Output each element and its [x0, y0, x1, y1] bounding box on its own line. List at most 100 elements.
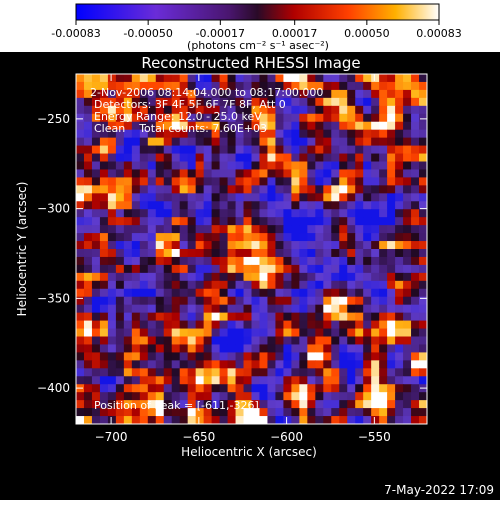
- heatmap-cell: [99, 97, 109, 107]
- heatmap-cell: [299, 121, 308, 131]
- heatmap-cell: [179, 384, 189, 393]
- heatmap-cell: [363, 400, 372, 409]
- heatmap-cell: [355, 304, 364, 314]
- heatmap-cell: [307, 320, 316, 330]
- heatmap-cell: [387, 241, 396, 250]
- heatmap-cell: [107, 280, 117, 290]
- heatmap-cell: [171, 249, 181, 258]
- heatmap-cell: [339, 233, 348, 242]
- heatmap-cell: [139, 392, 149, 401]
- heatmap-cell: [179, 400, 189, 409]
- heatmap-cell: [267, 177, 277, 186]
- heatmap-cell: [99, 177, 109, 186]
- heatmap-cell: [163, 225, 173, 234]
- heatmap-cell: [123, 408, 133, 417]
- heatmap-cell: [91, 217, 101, 226]
- heatmap-cell: [371, 376, 380, 385]
- heatmap-cell: [307, 81, 316, 91]
- heatmap-cell: [339, 280, 348, 290]
- heatmap-cell: [283, 121, 292, 131]
- heatmap-cell: [195, 408, 205, 417]
- heatmap-cell: [379, 145, 388, 155]
- heatmap-cell: [123, 360, 133, 369]
- heatmap-cell: [139, 400, 149, 409]
- heatmap-cell: [235, 105, 245, 115]
- heatmap-cell: [395, 312, 404, 322]
- heatmap-cell: [171, 312, 181, 322]
- heatmap-cell: [163, 97, 173, 107]
- heatmap-cell: [123, 209, 133, 218]
- heatmap-cell: [291, 408, 300, 417]
- heatmap-cell: [331, 105, 340, 115]
- heatmap-cell: [251, 113, 261, 123]
- heatmap-cell: [291, 193, 300, 202]
- heatmap-cell: [179, 74, 189, 83]
- heatmap-cell: [163, 193, 173, 202]
- heatmap-cell: [299, 217, 308, 226]
- heatmap-cell: [115, 376, 125, 385]
- heatmap-cell: [251, 121, 261, 131]
- heatmap-cell: [155, 193, 165, 202]
- heatmap-cell: [371, 209, 380, 218]
- heatmap-cell: [411, 201, 420, 210]
- heatmap-cell: [147, 312, 157, 322]
- heatmap-cell: [83, 145, 93, 155]
- heatmap-cell: [115, 280, 125, 290]
- heatmap-cell: [99, 74, 109, 83]
- heatmap-cell: [387, 97, 396, 107]
- heatmap-cell: [411, 177, 420, 186]
- heatmap-cell: [91, 280, 101, 290]
- heatmap-cell: [363, 241, 372, 250]
- heatmap-cell: [259, 233, 269, 242]
- heatmap-cell: [115, 97, 125, 107]
- heatmap-cell: [307, 392, 316, 401]
- heatmap-cell: [355, 81, 364, 91]
- heatmap-cell: [91, 209, 101, 218]
- heatmap-cell: [259, 368, 269, 377]
- heatmap-cell: [315, 201, 324, 210]
- heatmap-cell: [219, 312, 229, 322]
- heatmap-cell: [275, 320, 285, 330]
- heatmap-cell: [219, 201, 229, 210]
- heatmap-cell: [187, 320, 197, 330]
- heatmap-cell: [259, 272, 269, 282]
- heatmap-cell: [355, 113, 364, 123]
- heatmap-cell: [371, 328, 380, 338]
- heatmap-cell: [147, 209, 157, 218]
- heatmap-cell: [171, 360, 181, 369]
- heatmap-cell: [83, 328, 93, 338]
- heatmap-cell: [91, 328, 101, 338]
- heatmap-cell: [123, 81, 133, 91]
- heatmap-cell: [259, 105, 269, 115]
- heatmap-cell: [307, 153, 316, 163]
- heatmap-cell: [347, 352, 356, 361]
- heatmap-cell: [403, 121, 412, 131]
- heatmap-cell: [147, 400, 157, 409]
- heatmap-cell: [379, 328, 388, 338]
- heatmap-cell: [219, 74, 229, 83]
- heatmap-cell: [131, 312, 141, 322]
- heatmap-cell: [379, 161, 388, 171]
- heatmap-cell: [203, 280, 213, 290]
- heatmap-cell: [267, 368, 277, 377]
- heatmap-cell: [131, 288, 141, 298]
- heatmap-cell: [363, 113, 372, 123]
- heatmap-cell: [251, 312, 261, 322]
- heatmap-cell: [155, 121, 165, 131]
- heatmap-cell: [331, 217, 340, 226]
- heatmap-cell: [291, 105, 300, 115]
- heatmap-cell: [171, 256, 181, 266]
- heatmap-cell: [139, 225, 149, 234]
- heatmap-cell: [387, 352, 396, 361]
- heatmap-cell: [371, 352, 380, 361]
- heatmap-cell: [139, 74, 149, 83]
- heatmap-cell: [147, 97, 157, 107]
- heatmap-cell: [411, 256, 420, 266]
- heatmap-cell: [403, 384, 412, 393]
- heatmap-cell: [91, 241, 101, 250]
- heatmap-cell: [379, 336, 388, 346]
- heatmap-cell: [403, 137, 412, 147]
- heatmap-cell: [275, 209, 285, 218]
- heatmap-cell: [139, 97, 149, 107]
- heatmap-cell: [243, 408, 253, 417]
